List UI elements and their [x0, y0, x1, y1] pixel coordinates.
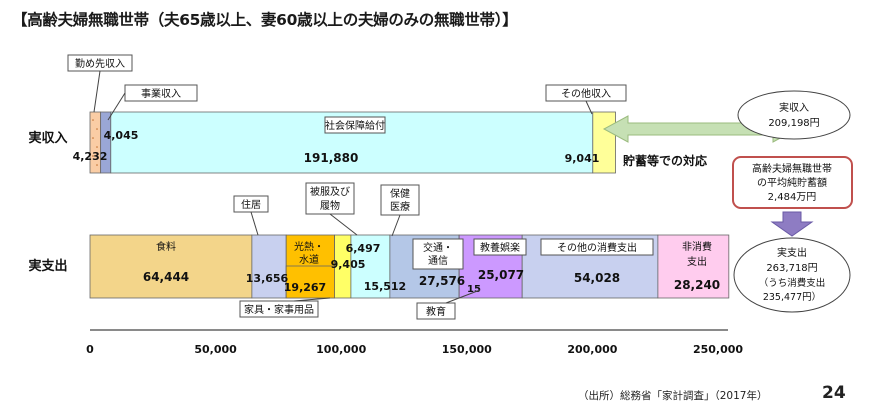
segment-label: その他の消費支出 [557, 241, 637, 254]
data-label: 25,077 [478, 268, 524, 282]
data-label: 9,041 [565, 152, 600, 165]
segment-label-box [305, 182, 355, 215]
segment-label: 勤め先収入 [75, 57, 125, 70]
bar-segment [100, 111, 112, 174]
x-tick-label: 100,000 [316, 343, 366, 356]
segment-label: 被服及び [310, 185, 350, 198]
segment-label-box [324, 116, 386, 134]
data-label: 15,512 [364, 280, 406, 293]
bar-segment [285, 265, 335, 299]
bar-segment-pattern [92, 119, 94, 121]
segment-label: 支出 [687, 255, 707, 268]
category-label-income: 実収入 [28, 130, 67, 146]
expense-total-ellipse [733, 237, 851, 313]
segment-label-box [540, 238, 654, 256]
segment-label-box [416, 302, 456, 320]
leader-line [293, 297, 331, 302]
category-label-expense: 実支出 [28, 258, 67, 274]
savings-label: の平均純貯蓄額 [757, 176, 827, 189]
bar-segment [657, 234, 730, 299]
leader-line [445, 289, 481, 304]
segment-label: 水道 [299, 253, 319, 266]
income-total-value: 209,198円 [768, 118, 819, 129]
x-tick-label: 200,000 [567, 343, 617, 356]
source-note: （出所）総務省「家計調査」（2017年） [578, 390, 768, 402]
segment-label: 教育 [426, 305, 446, 318]
data-label: 13,656 [246, 272, 289, 285]
leader-line [107, 92, 126, 121]
leader-line [93, 70, 101, 113]
segment-label: 履物 [320, 199, 340, 212]
data-label: 4,045 [104, 129, 139, 142]
segment-label: 保健 [390, 187, 410, 200]
bar-segment-pattern [96, 146, 98, 148]
bar-segment [89, 234, 253, 299]
x-tick-label: 0 [86, 343, 94, 356]
segment-label: 事業収入 [141, 87, 181, 100]
page-number: 24 [822, 383, 846, 403]
bar-segment [89, 111, 102, 174]
page-title: 【高齢夫婦無職世帯（夫65歳以上、妻60歳以上の夫婦のみの無職世帯）】 [12, 11, 518, 29]
data-label: 191,880 [304, 151, 359, 165]
x-tick-label: 150,000 [442, 343, 492, 356]
segment-label-box [473, 238, 527, 256]
segment-label: 非消費 [682, 240, 712, 253]
expense-total-note: （うち消費支出 [759, 277, 826, 289]
savings-box [732, 156, 853, 209]
data-label: 28,240 [674, 278, 720, 292]
segment-label: 食料 [156, 240, 176, 253]
expense-total-note: 235,477円） [763, 291, 821, 303]
segment-label: 交通・ [423, 241, 453, 254]
income-total-ellipse [737, 90, 851, 140]
data-label: 64,444 [143, 270, 189, 284]
income-total-label: 実収入 [779, 101, 809, 114]
segment-label: 教養娯楽 [480, 241, 520, 254]
segment-label: 社会保障給付 [325, 119, 385, 132]
bar-segment-pattern [96, 164, 98, 166]
leader-line [585, 100, 593, 115]
bar-segment-pattern [92, 155, 94, 157]
segment-label: 光熱・ [294, 240, 324, 253]
segment-label: 医療 [390, 200, 410, 213]
data-label: 19,267 [284, 281, 326, 294]
segment-label-box [239, 300, 319, 318]
x-tick-label: 250,000 [693, 343, 743, 356]
expense-total-value: 263,718円 [766, 263, 817, 274]
segment-label-box [412, 238, 464, 270]
data-label: 15 [467, 284, 481, 295]
segment-label: 通信 [428, 255, 448, 267]
segment-label: その他収入 [561, 87, 611, 100]
data-label: 4,232 [73, 150, 108, 163]
bar-segment [251, 234, 287, 299]
data-label: 6,497 [346, 242, 381, 255]
x-tick-label: 50,000 [194, 343, 237, 356]
savings-label: 高齢夫婦無職世帯 [752, 162, 832, 175]
down-arrow-shape [770, 211, 814, 237]
segment-label: 住居 [241, 198, 261, 211]
bar-segment-pattern [96, 128, 98, 130]
data-label: 54,028 [574, 271, 620, 285]
data-label: 9,405 [331, 258, 366, 271]
leader-line [250, 211, 259, 236]
arrow-annotation-text: 貯蓄等での対応 [623, 153, 707, 168]
data-label: 27,576 [419, 274, 465, 288]
savings-value: 2,484万円 [768, 192, 817, 203]
bar-segment-pattern [92, 137, 94, 139]
expense-total-label: 実支出 [777, 246, 807, 259]
segment-label: 家具・家事用品 [244, 303, 314, 316]
leader-line [329, 213, 358, 236]
segment-label-box [380, 184, 420, 216]
leader-line [391, 214, 401, 237]
